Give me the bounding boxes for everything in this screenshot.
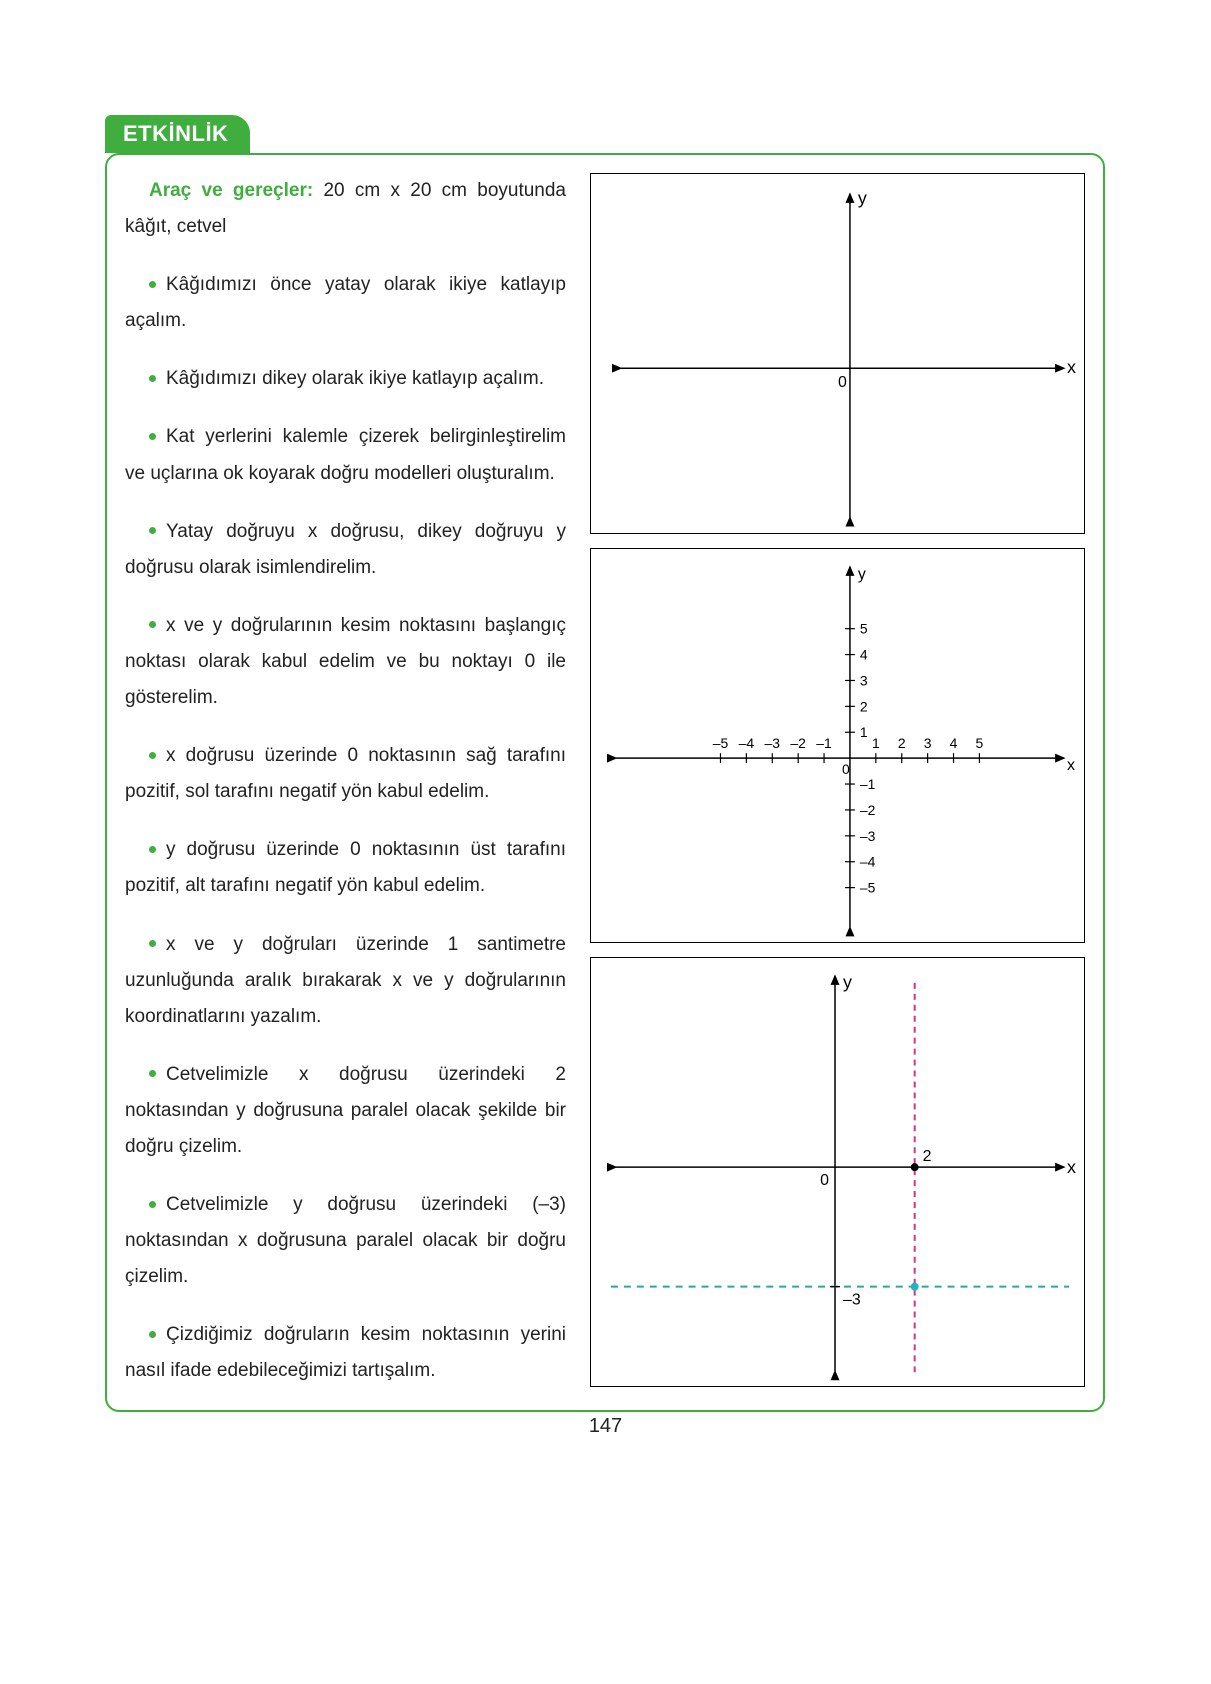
bullet-dot-icon bbox=[149, 1331, 156, 1338]
bullet-text: Cetvelimizle y doğrusu üzerindeki (–3) n… bbox=[125, 1194, 566, 1287]
bullet-dot-icon bbox=[149, 433, 156, 440]
tick-label: 2 bbox=[860, 698, 868, 714]
bullet-text: y doğrusu üzerinde 0 noktasının üst tara… bbox=[125, 839, 566, 896]
bullet-text: Kâğıdımızı önce yatay olarak ikiye katla… bbox=[125, 274, 566, 331]
tick-label: 1 bbox=[860, 724, 868, 740]
bullet-item: Çizdiğimiz doğruların kesim noktasının y… bbox=[125, 1317, 566, 1389]
activity-box: Araç ve gereçler: 20 cm x 20 cm boyutund… bbox=[105, 153, 1105, 1412]
y-value-label: –3 bbox=[843, 1292, 861, 1309]
tick-label: 3 bbox=[860, 672, 868, 688]
tick-label: –4 bbox=[739, 735, 755, 751]
tick-label: 4 bbox=[860, 646, 868, 662]
tick-label: –3 bbox=[860, 827, 876, 843]
bullet-text: Kâğıdımızı dikey olarak ikiye katlayıp a… bbox=[166, 368, 544, 389]
bullet-dot-icon bbox=[149, 1201, 156, 1208]
y-axis-label: y bbox=[843, 972, 852, 992]
tick-label: –4 bbox=[860, 853, 876, 869]
tick-label: 4 bbox=[950, 735, 958, 751]
bullet-item: Cetvelimizle y doğrusu üzerindeki (–3) n… bbox=[125, 1187, 566, 1295]
bullet-text: Yatay doğruyu x doğrusu, dikey doğruyu y… bbox=[125, 521, 566, 578]
tick-label: –5 bbox=[713, 735, 729, 751]
bullet-text: Cetvelimizle x doğrusu üzerindeki 2 nokt… bbox=[125, 1064, 566, 1157]
bullet-text: x ve y doğrularının kesim noktasını başl… bbox=[125, 615, 566, 708]
bullet-item: Kâğıdımızı dikey olarak ikiye katlayıp a… bbox=[125, 361, 566, 397]
bullet-item: x ve y doğruları üzerinde 1 santimetre u… bbox=[125, 927, 566, 1035]
y-axis-label: y bbox=[858, 565, 866, 582]
x-intercept-point bbox=[911, 1163, 919, 1171]
bullet-text: Kat yerlerini kalemle çizerek belirginle… bbox=[125, 426, 566, 483]
diagram-axes-numbered: y x 0 1 2 3 4 5 –5 –4 –3 –2 –1 1 2 3 4 5 –1 –2 –3 –4 –5 bbox=[590, 548, 1085, 943]
materials-label: Araç ve gereçler: bbox=[149, 180, 313, 201]
x-value-label: 2 bbox=[923, 1148, 932, 1165]
bullet-dot-icon bbox=[149, 846, 156, 853]
bullet-item: Cetvelimizle x doğrusu üzerindeki 2 nokt… bbox=[125, 1057, 566, 1165]
bullet-dot-icon bbox=[149, 752, 156, 759]
tick-label: 3 bbox=[924, 735, 932, 751]
bullet-dot-icon bbox=[149, 1070, 156, 1077]
y-axis-label: y bbox=[858, 188, 867, 208]
tick-label: –1 bbox=[816, 735, 832, 751]
bullet-text: x ve y doğruları üzerinde 1 santimetre u… bbox=[125, 934, 566, 1027]
bullet-item: x ve y doğrularının kesim noktasını başl… bbox=[125, 608, 566, 716]
origin-label: 0 bbox=[842, 761, 850, 777]
bullet-text: Çizdiğimiz doğruların kesim noktasının y… bbox=[125, 1324, 566, 1381]
diagram-axes-basic: y x 0 bbox=[590, 173, 1085, 534]
tick-label: –2 bbox=[790, 735, 806, 751]
tick-label: 1 bbox=[872, 735, 880, 751]
bullet-item: Yatay doğruyu x doğrusu, dikey doğruyu y… bbox=[125, 514, 566, 586]
bullet-item: Kat yerlerini kalemle çizerek belirginle… bbox=[125, 419, 566, 491]
activity-tab: ETKİNLİK bbox=[105, 115, 250, 153]
bullet-dot-icon bbox=[149, 621, 156, 628]
origin-label: 0 bbox=[820, 1172, 829, 1189]
x-axis-label: x bbox=[1067, 357, 1076, 377]
tick-label: –1 bbox=[860, 776, 876, 792]
origin-label: 0 bbox=[838, 374, 847, 391]
tick-label: –5 bbox=[860, 879, 876, 895]
intersection-point bbox=[911, 1283, 919, 1291]
bullet-dot-icon bbox=[149, 281, 156, 288]
bullet-dot-icon bbox=[149, 527, 156, 534]
bullet-item: x doğrusu üzerinde 0 noktasının sağ tara… bbox=[125, 738, 566, 810]
tick-label: 5 bbox=[860, 620, 868, 636]
tick-label: 2 bbox=[898, 735, 906, 751]
tick-label: 5 bbox=[976, 735, 984, 751]
tick-label: –3 bbox=[765, 735, 781, 751]
page-number: 147 bbox=[0, 1415, 1211, 1438]
bullet-dot-icon bbox=[149, 375, 156, 382]
bullet-item: y doğrusu üzerinde 0 noktasının üst tara… bbox=[125, 832, 566, 904]
tick-label: –2 bbox=[860, 801, 876, 817]
diagrams-column: y x 0 y x 0 1 2 3 4 5 –5 –4 –3 –2 –1 1 2 3 4 5 –1 –2 –3 –4… bbox=[590, 173, 1085, 1390]
materials-line: Araç ve gereçler: 20 cm x 20 cm boyutund… bbox=[125, 173, 566, 245]
bullet-item: Kâğıdımızı önce yatay olarak ikiye katla… bbox=[125, 267, 566, 339]
x-axis-label: x bbox=[1067, 757, 1075, 774]
bullet-dot-icon bbox=[149, 940, 156, 947]
x-axis-label: x bbox=[1067, 1157, 1076, 1177]
bullet-text: x doğrusu üzerinde 0 noktasının sağ tara… bbox=[125, 745, 566, 802]
diagram-axes-lines: y x 0 2 –3 bbox=[590, 957, 1085, 1387]
instructions-column: Araç ve gereçler: 20 cm x 20 cm boyutund… bbox=[125, 173, 572, 1390]
